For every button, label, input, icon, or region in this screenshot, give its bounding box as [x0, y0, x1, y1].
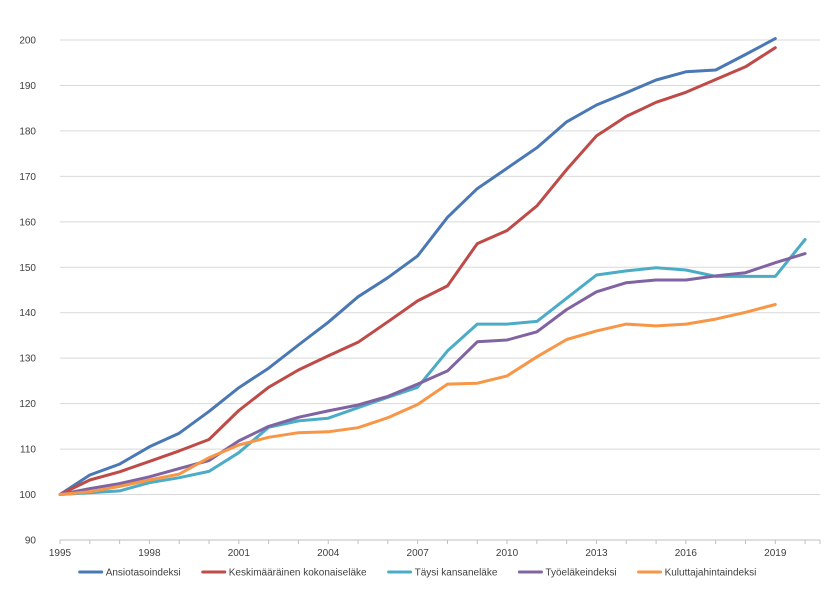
series-line-3 [58, 238, 807, 496]
series-line-2 [58, 46, 777, 496]
legend-label-2: Keskimääräinen kokonaiseläke [229, 568, 367, 579]
y-tick-label-90: 90 [25, 536, 37, 547]
y-tick-label-160: 160 [19, 217, 36, 228]
y-tick-label-170: 170 [19, 172, 36, 183]
y-tick-label-190: 190 [19, 81, 36, 92]
legend-item-5: Kuluttajahintaindeksi [637, 568, 757, 579]
y-tick-label-150: 150 [19, 263, 36, 274]
series-line-4 [58, 252, 807, 496]
x-tick-label-2001: 2001 [228, 548, 251, 559]
series-line-1 [58, 37, 777, 496]
x-tick-label-2019: 2019 [764, 548, 787, 559]
y-tick-label-110: 110 [20, 445, 36, 456]
gridlines [60, 39, 820, 496]
legend-item-4: Työeläkeindeksi [517, 568, 617, 579]
series-lines [58, 37, 807, 496]
y-tick-label-130: 130 [19, 354, 36, 365]
legend-label-3: Täysi kansaneläke [415, 568, 498, 579]
x-tick-label-2010: 2010 [496, 548, 519, 559]
x-tick-label-2007: 2007 [407, 548, 430, 559]
legend: Ansiotasoindeksi Keskimääräinen kokonaise… [78, 568, 757, 579]
y-tick-label-120: 120 [19, 399, 36, 410]
legend-label-5: Kuluttajahintaindeksi [665, 568, 757, 579]
x-tick-label-1995: 1995 [49, 548, 72, 559]
legend-label-4: Työeläkeindeksi [545, 568, 616, 579]
x-axis [59, 539, 821, 544]
x-tick-label-2016: 2016 [675, 548, 698, 559]
legend-label-1: Ansiotasoindeksi [106, 568, 181, 579]
legend-item-3: Täysi kansaneläke [387, 568, 498, 579]
x-tick-label-2004: 2004 [317, 548, 340, 559]
x-tick-label-2013: 2013 [585, 548, 608, 559]
x-axis-tick-labels: 1995 1998 2001 2004 2007 2010 2013 2016 2019 [49, 548, 787, 559]
y-tick-label-140: 140 [19, 308, 36, 319]
y-tick-label-100: 100 [19, 490, 36, 501]
y-tick-label-200: 200 [19, 36, 36, 47]
y-axis-tick-labels: 90 100 110 120 130 140 150 160 170 180 190 200 [19, 36, 36, 547]
legend-item-2: Keskimääräinen kokonaiseläke [201, 568, 367, 579]
y-tick-label-180: 180 [19, 126, 36, 137]
x-tick-label-1998: 1998 [138, 548, 161, 559]
legend-item-1: Ansiotasoindeksi [78, 568, 181, 579]
series-line-5 [58, 303, 777, 496]
